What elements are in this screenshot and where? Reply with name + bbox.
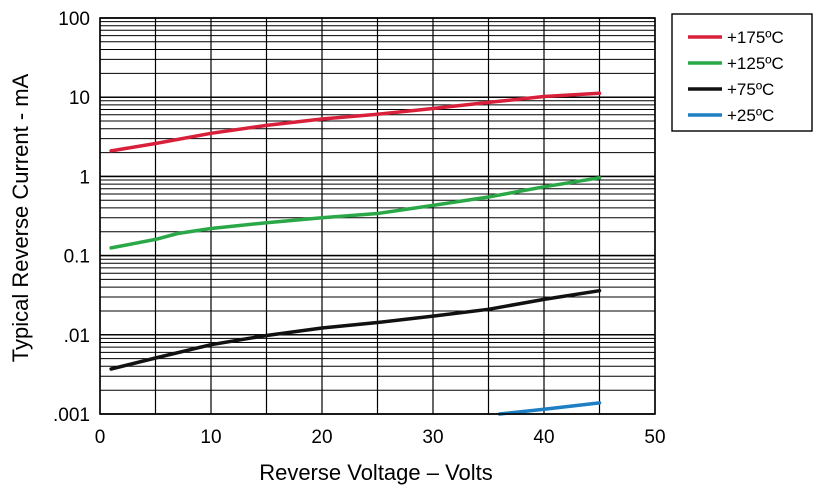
series-line-1 xyxy=(109,176,602,250)
x-axis-title: Reverse Voltage – Volts xyxy=(259,460,493,485)
y-tick-label: 100 xyxy=(58,9,90,30)
x-tick-label: 20 xyxy=(311,427,332,448)
plot-frame xyxy=(99,17,656,415)
legend-label-1: +125ºC xyxy=(727,54,784,73)
legend-label-0: +175ºC xyxy=(727,28,784,47)
series-line-0 xyxy=(109,91,602,153)
x-tick-label: 30 xyxy=(422,427,443,448)
y-tick-label: 1 xyxy=(79,167,90,188)
legend-label-3: +25ºC xyxy=(727,106,774,125)
grid xyxy=(99,17,656,415)
x-tick-label: 50 xyxy=(644,427,665,448)
y-tick-label: 10 xyxy=(69,88,90,109)
y-tick-label: 0.1 xyxy=(64,247,90,268)
legend-label-2: +75ºC xyxy=(727,80,774,99)
x-axis-ticks: 0 10 20 30 40 50 xyxy=(95,427,666,448)
series-line-3 xyxy=(497,401,602,416)
x-tick-label: 0 xyxy=(95,427,106,448)
y-axis-ticks: 100 10 1 0.1 .01 .001 xyxy=(53,9,90,426)
legend: +175ºC +125ºC +75ºC +25ºC xyxy=(671,13,813,132)
y-axis-title: Typical Reverse Current - mA xyxy=(8,73,33,362)
x-tick-label: 10 xyxy=(200,427,221,448)
legend-frame xyxy=(671,13,813,132)
series-lines xyxy=(109,91,602,416)
y-tick-label: .01 xyxy=(64,326,90,347)
y-tick-label: .001 xyxy=(53,405,90,426)
x-tick-label: 40 xyxy=(533,427,554,448)
series-line-2 xyxy=(109,288,602,371)
